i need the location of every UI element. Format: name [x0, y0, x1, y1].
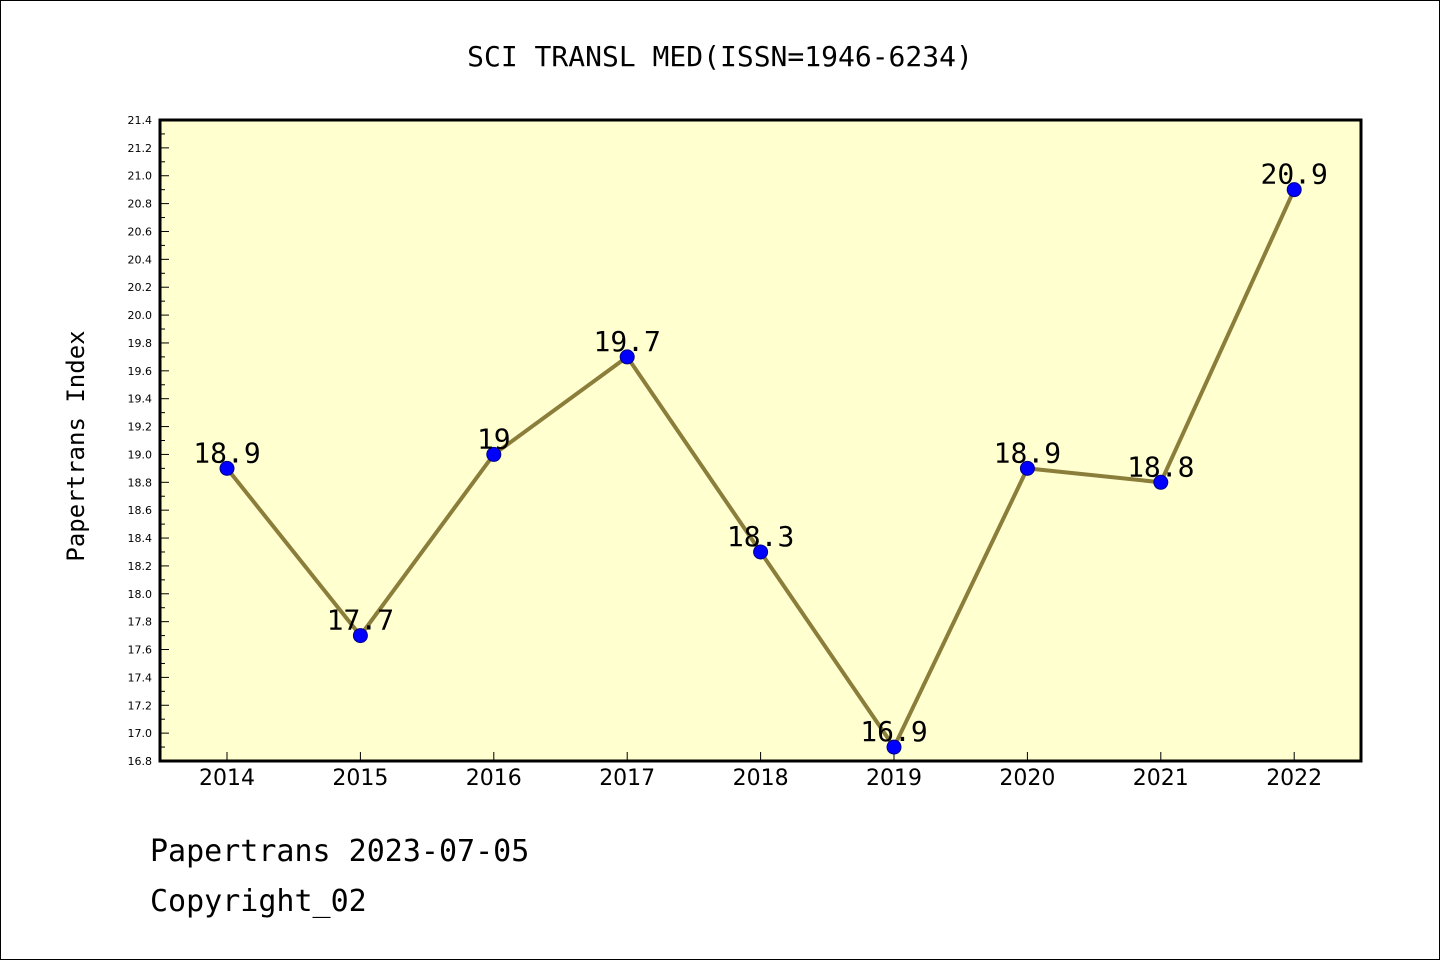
y-tick-label: 20.6	[128, 225, 153, 238]
x-tick-label: 2015	[332, 766, 388, 791]
plot-border	[158, 118, 1363, 763]
y-tick-label: 18.4	[128, 532, 153, 545]
data-point-2015	[352, 628, 368, 644]
y-tick-label: 21.0	[128, 170, 153, 183]
y-tick-label: 19.4	[128, 393, 153, 406]
chart-title: SCI TRANSL MED(ISSN=1946-6234)	[467, 40, 973, 73]
data-point-2022	[1286, 182, 1302, 198]
data-point-2016	[486, 446, 502, 462]
plot-area	[160, 120, 1361, 761]
data-point-2020	[1019, 460, 1035, 476]
y-tick-label: 19.0	[128, 448, 153, 461]
y-axis-ticks: 16.8 17.0 17.2 17.4 17.6 17.8 18.0 18.2 18.4 18.6…	[128, 114, 169, 768]
data-label-2021: 18.8	[1127, 450, 1194, 483]
y-tick-label: 16.8	[128, 755, 153, 768]
data-point-2014	[219, 460, 235, 476]
y-tick-label: 19.2	[128, 421, 153, 434]
data-point-2019	[886, 739, 902, 755]
y-tick-label: 17.2	[128, 699, 153, 712]
data-label-2016: 19	[477, 422, 511, 455]
data-label-2020: 18.9	[994, 436, 1061, 469]
y-tick-label: 18.2	[128, 560, 153, 573]
x-tick-label: 2019	[866, 766, 922, 791]
y-tick-label: 17.6	[128, 644, 153, 657]
y-tick-label: 18.6	[128, 504, 153, 517]
data-point-2021	[1153, 474, 1169, 490]
data-labels: 18.9 17.7 19 19.7 18.3 16.9 18.9 18.8 20.9	[193, 158, 1328, 748]
y-tick-label: 17.0	[128, 727, 153, 740]
y-tick-label: 20.0	[128, 309, 153, 322]
data-point-2017	[619, 349, 635, 365]
x-tick-label: 2016	[466, 766, 522, 791]
y-tick-label: 20.8	[128, 198, 153, 211]
y-tick-label: 20.2	[128, 281, 153, 294]
data-point-2018	[753, 544, 769, 560]
y-tick-label: 20.4	[128, 253, 153, 266]
data-markers	[219, 182, 1302, 755]
y-tick-label: 18.0	[128, 588, 153, 601]
x-axis-ticks: 2014 2015 2016 2017 2018 2019 2020 2021 2022	[199, 752, 1322, 791]
footer-date: Papertrans 2023-07-05	[150, 834, 530, 869]
data-label-2019: 16.9	[860, 715, 927, 748]
y-tick-label: 19.8	[128, 337, 153, 350]
x-tick-label: 2017	[599, 766, 655, 791]
data-label-2022: 20.9	[1260, 158, 1327, 191]
data-label-2018: 18.3	[727, 520, 794, 553]
x-tick-label: 2020	[999, 766, 1055, 791]
x-tick-label: 2014	[199, 766, 255, 791]
data-label-2014: 18.9	[193, 436, 260, 469]
y-tick-label: 21.2	[128, 142, 153, 155]
y-tick-label: 21.4	[128, 114, 153, 127]
data-label-2015: 17.7	[327, 604, 394, 637]
data-label-2017: 19.7	[593, 325, 660, 358]
x-tick-label: 2022	[1266, 766, 1322, 791]
x-tick-label: 2021	[1133, 766, 1189, 791]
y-axis-label: Papertrans Index	[62, 330, 90, 561]
y-tick-label: 18.8	[128, 476, 153, 489]
x-tick-label: 2018	[733, 766, 789, 791]
y-tick-label: 17.4	[128, 671, 153, 684]
y-tick-label: 17.8	[128, 616, 153, 629]
footer-copyright: Copyright_02	[150, 884, 367, 919]
y-tick-label: 19.6	[128, 365, 153, 378]
